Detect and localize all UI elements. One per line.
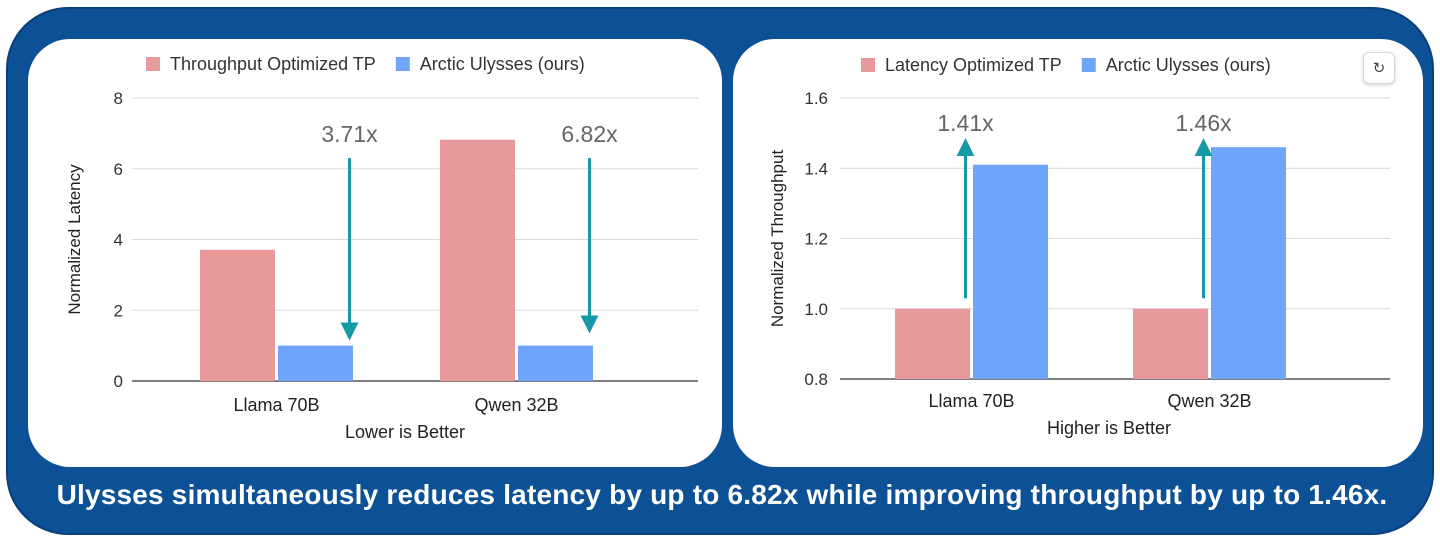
bar xyxy=(895,308,970,379)
y-tick-label: 6 xyxy=(114,160,123,179)
y-tick-label: 2 xyxy=(114,301,123,320)
legend-swatch xyxy=(395,57,410,71)
throughput-chart-panel: 0.8 1.0 1.2 1.4 1.6 Normalized Throughput High… xyxy=(733,39,1423,467)
annotation-label: 6.82x xyxy=(561,121,618,147)
x-tick-label: Llama 70B xyxy=(928,391,1014,411)
x-tick-label: Llama 70B xyxy=(233,395,319,415)
y-tick-label: 1.4 xyxy=(804,159,828,178)
annotation-label: 1.41x xyxy=(937,110,994,136)
x-axis-title: Higher is Better xyxy=(1047,418,1171,438)
bar xyxy=(518,345,593,381)
legend-label: Arctic Ulysses (ours) xyxy=(1106,55,1271,75)
legend-swatch xyxy=(146,57,160,71)
bar xyxy=(440,139,515,381)
y-tick-label: 1.2 xyxy=(804,230,828,249)
y-axis-title: Normalized Latency xyxy=(65,164,84,315)
x-axis-title: Lower is Better xyxy=(345,422,465,442)
bar xyxy=(200,249,275,381)
y-tick-label: 4 xyxy=(114,231,123,250)
bar xyxy=(973,164,1048,379)
legend-swatch xyxy=(1081,58,1096,72)
latency-chart: 0 2 4 6 8 Normalized Latency Lower is Better Th… xyxy=(65,54,698,442)
latency-chart-panel: 0 2 4 6 8 Normalized Latency Lower is Better Th… xyxy=(28,39,722,467)
annotation-label: 3.71x xyxy=(321,121,378,147)
legend-label: Latency Optimized TP xyxy=(885,55,1062,75)
bar xyxy=(278,345,353,381)
y-tick-label: 1.0 xyxy=(804,300,828,319)
legend-label: Arctic Ulysses (ours) xyxy=(420,54,585,74)
bar xyxy=(1133,308,1208,379)
x-tick-label: Qwen 32B xyxy=(1167,391,1251,411)
y-tick-label: 1.6 xyxy=(804,89,828,108)
chart-frame: 0 2 4 6 8 Normalized Latency Lower is Better Th… xyxy=(6,7,1434,535)
caption: Ulysses simultaneously reduces latency b… xyxy=(56,479,1388,510)
legend-swatch xyxy=(861,58,875,72)
y-tick-label: 8 xyxy=(114,89,123,108)
legend-label: Throughput Optimized TP xyxy=(170,54,376,74)
bar xyxy=(1211,147,1286,379)
y-tick-label: 0.8 xyxy=(804,370,828,389)
refresh-icon: ↻ xyxy=(1372,58,1386,77)
y-axis-title: Normalized Throughput xyxy=(768,150,787,328)
x-tick-label: Qwen 32B xyxy=(474,395,558,415)
refresh-button[interactable]: ↻ xyxy=(1363,52,1395,84)
annotation-label: 1.46x xyxy=(1175,110,1232,136)
y-tick-label: 0 xyxy=(114,372,123,391)
throughput-chart: 0.8 1.0 1.2 1.4 1.6 Normalized Throughput High… xyxy=(768,55,1390,438)
